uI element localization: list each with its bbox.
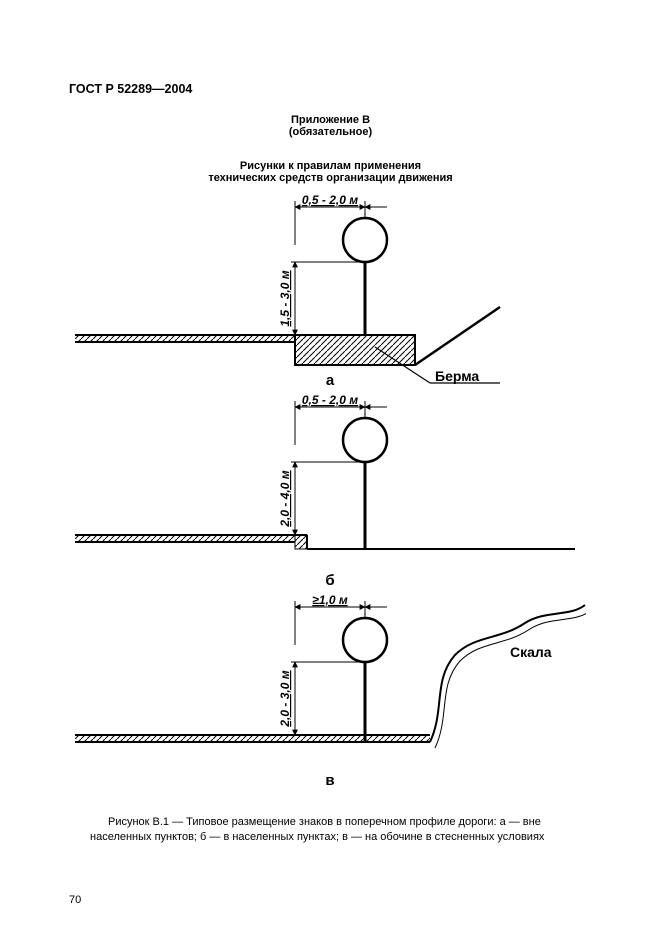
svg-text:1,5 - 3,0 м: 1,5 - 3,0 м [278,270,292,326]
page: ГОСТ Р 52289—2004 Приложение В (обязател… [0,0,661,936]
page-number: 70 [69,894,81,906]
svg-text:Берма: Берма [435,368,479,384]
svg-text:≥1,0 м: ≥1,0 м [312,593,348,607]
svg-text:0,5 - 2,0 м: 0,5 - 2,0 м [302,195,358,207]
figure-b1-diagram: Берма 0,5 - 2,0 м 1,5 - 3,0 м а 0,5 - 2,0 м 2… [75,195,586,805]
svg-text:в: в [325,772,334,789]
svg-text:2,0 - 4,0 м: 2,0 - 4,0 м [278,470,292,527]
figure-caption: Рисунок В.1 — Типовое размещение знаков … [90,815,571,845]
appendix-line2: (обязательное) [289,126,372,138]
svg-text:а: а [326,372,335,389]
appendix-line1: Приложение В [291,114,370,126]
svg-text:2,0 - 3,0 м: 2,0 - 3,0 м [278,670,292,727]
svg-text:Скала: Скала [510,644,552,660]
appendix-heading: Приложение В (обязательное) [0,114,661,138]
section-title-line1: Рисунки к правилам применения [240,160,421,172]
svg-text:б: б [325,572,334,589]
section-title-line2: технических средств организации движения [208,172,452,184]
svg-text:0,5 - 2,0 м: 0,5 - 2,0 м [302,393,358,407]
section-title: Рисунки к правилам применения технически… [0,160,661,184]
figure-caption-text: Рисунок В.1 — Типовое размещение знаков … [90,815,571,845]
document-code: ГОСТ Р 52289—2004 [69,82,192,96]
